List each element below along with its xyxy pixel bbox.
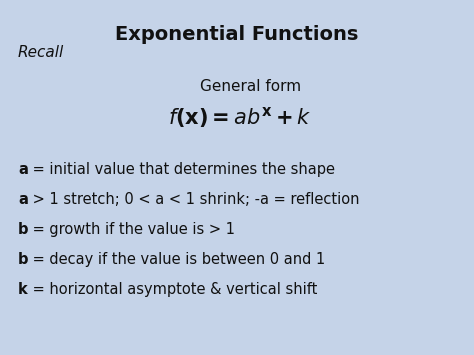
Text: = horizontal asymptote & vertical shift: = horizontal asymptote & vertical shift (28, 282, 317, 297)
Text: a: a (18, 192, 28, 207)
Text: $\mathbf{\mathit{f}(x) = \mathit{ab}^x + \mathit{k}}$: $\mathbf{\mathit{f}(x) = \mathit{ab}^x +… (168, 105, 311, 130)
Text: General form: General form (200, 79, 301, 94)
Text: > 1 stretch; 0 < a < 1 shrink; -a = reflection: > 1 stretch; 0 < a < 1 shrink; -a = refl… (28, 192, 359, 207)
Text: Exponential Functions: Exponential Functions (115, 25, 359, 44)
Text: b: b (18, 222, 28, 237)
Text: Recall: Recall (18, 45, 64, 60)
Text: = decay if the value is between 0 and 1: = decay if the value is between 0 and 1 (28, 252, 326, 267)
Text: = growth if the value is > 1: = growth if the value is > 1 (28, 222, 236, 237)
Text: a: a (18, 162, 28, 177)
Text: b: b (18, 252, 28, 267)
Text: = initial value that determines the shape: = initial value that determines the shap… (28, 162, 335, 177)
Text: k: k (18, 282, 28, 297)
